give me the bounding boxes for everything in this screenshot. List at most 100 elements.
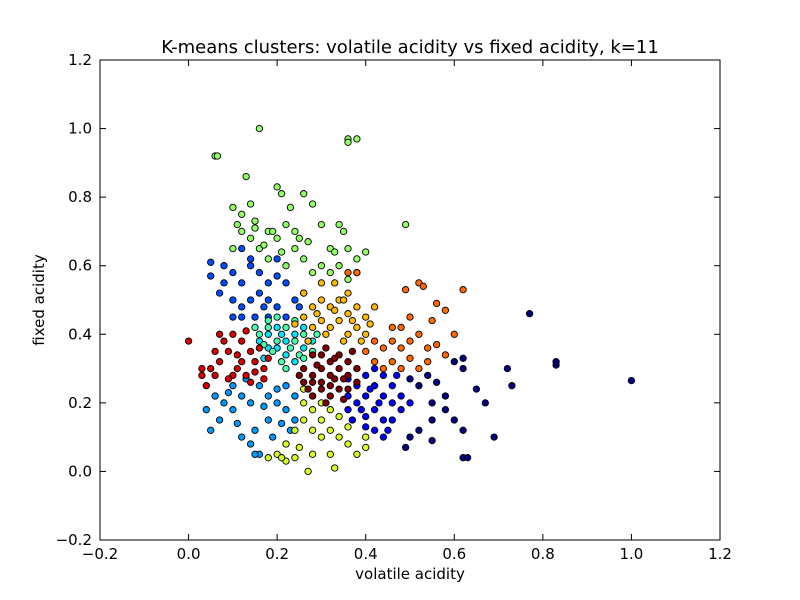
data-point-cluster-3-0 [202, 406, 210, 414]
data-point-cluster-9-23 [450, 330, 458, 338]
data-point-cluster-4-1 [264, 330, 272, 338]
data-point-cluster-6-37 [335, 262, 343, 270]
data-point-cluster-7-1 [308, 406, 317, 414]
data-point-cluster-7-15 [326, 450, 334, 458]
data-point-cluster-6-11 [238, 210, 246, 218]
data-point-cluster-4-3 [282, 337, 290, 345]
data-point-cluster-12-21 [331, 375, 339, 383]
data-point-cluster-11-9 [246, 347, 255, 356]
data-point-cluster-2-16 [220, 279, 228, 287]
data-point-cluster-6-48 [233, 220, 241, 229]
data-point-cluster-11-0 [184, 337, 193, 345]
data-point-cluster-1-27 [375, 399, 383, 407]
data-point-cluster-7-21 [335, 412, 343, 421]
data-point-cluster-1-3 [362, 392, 370, 400]
data-point-cluster-6-18 [308, 200, 317, 208]
data-point-cluster-5-1 [264, 323, 272, 332]
data-point-cluster-11-18 [211, 371, 219, 380]
data-point-cluster-0-9 [472, 385, 481, 393]
x-tick-label: 1.0 [619, 545, 643, 563]
data-point-cluster-6-13 [251, 217, 259, 225]
data-point-cluster-1-6 [362, 412, 370, 421]
x-tick-label: 0.0 [177, 545, 201, 563]
data-point-cluster-0-27 [401, 443, 410, 452]
data-point-cluster-5-3 [282, 323, 290, 332]
data-point-cluster-3-27 [224, 388, 233, 397]
data-point-cluster-8-14 [362, 330, 370, 338]
data-point-cluster-11-4 [224, 347, 233, 356]
data-point-cluster-1-25 [357, 406, 365, 414]
data-point-cluster-6-24 [353, 255, 361, 263]
data-point-cluster-0-2 [424, 371, 432, 380]
data-point-cluster-5-4 [291, 337, 299, 345]
points-layer [184, 124, 636, 476]
data-point-cluster-6-42 [277, 248, 286, 256]
data-point-cluster-12-26 [295, 371, 303, 380]
data-point-cluster-5-7 [269, 347, 277, 356]
data-point-cluster-3-10 [291, 416, 299, 424]
data-point-cluster-8-17 [291, 320, 299, 328]
data-point-cluster-3-25 [260, 402, 268, 410]
data-point-cluster-3-23 [269, 433, 277, 441]
data-point-cluster-2-0 [207, 258, 215, 266]
data-point-cluster-6-4 [273, 183, 281, 191]
data-point-cluster-5-14 [273, 313, 281, 321]
data-point-cluster-1-14 [379, 416, 388, 424]
data-point-cluster-12-4 [335, 364, 343, 373]
data-point-cluster-7-8 [300, 416, 308, 424]
data-point-cluster-11-17 [246, 378, 255, 386]
data-point-cluster-1-23 [406, 399, 414, 407]
data-point-cluster-8-0 [300, 289, 308, 297]
data-point-cluster-2-5 [255, 268, 264, 277]
data-point-cluster-2-20 [251, 313, 259, 321]
data-point-cluster-7-20 [344, 423, 352, 431]
data-point-cluster-2-8 [282, 279, 290, 287]
data-point-cluster-2-14 [238, 303, 246, 311]
data-point-cluster-1-1 [362, 371, 370, 380]
data-point-cluster-3-29 [233, 419, 241, 428]
data-point-cluster-2-13 [246, 296, 255, 304]
data-point-cluster-4-4 [291, 330, 299, 338]
data-point-cluster-11-10 [238, 337, 246, 345]
data-point-cluster-6-25 [362, 248, 370, 256]
data-point-cluster-2-26 [273, 255, 281, 263]
data-point-cluster-11-25 [251, 368, 259, 376]
data-point-cluster-0-22 [508, 382, 516, 390]
data-point-cluster-6-26 [401, 220, 410, 229]
data-point-cluster-5-11 [277, 358, 286, 366]
data-point-cluster-8-23 [357, 337, 365, 345]
data-point-cluster-12-31 [339, 375, 348, 383]
data-point-cluster-0-14 [428, 416, 436, 424]
data-point-cluster-2-3 [238, 279, 246, 287]
data-point-cluster-9-28 [406, 337, 414, 345]
data-point-cluster-0-5 [441, 392, 450, 400]
data-point-cluster-3-18 [229, 406, 237, 414]
data-point-cluster-6-19 [317, 220, 326, 229]
data-point-cluster-7-28 [264, 454, 272, 462]
data-point-cluster-5-10 [251, 323, 259, 332]
data-point-cluster-2-23 [295, 303, 303, 311]
data-point-cluster-11-3 [215, 358, 224, 366]
data-point-cluster-3-4 [238, 392, 246, 400]
data-point-cluster-0-13 [441, 406, 450, 414]
data-point-cluster-6-43 [295, 234, 303, 242]
data-point-cluster-0-1 [415, 382, 423, 390]
y-axis-label: fixed acidity [30, 254, 48, 346]
y-tick-label: 0.6 [68, 257, 92, 275]
data-point-cluster-3-14 [246, 440, 255, 448]
data-point-cluster-9-8 [428, 316, 436, 325]
data-point-cluster-8-29 [339, 296, 348, 304]
ticks-layer: −0.2 0.0 0.2 0.4 0.6 0.8 1.0 1.2 −0.2 0.0 0.2 0.4 0.… [56, 51, 732, 563]
data-point-cluster-9-19 [415, 364, 423, 373]
data-point-cluster-9-27 [397, 364, 405, 373]
data-point-cluster-9-9 [415, 330, 423, 338]
data-point-cluster-9-17 [397, 344, 405, 352]
data-point-cluster-3-2 [220, 399, 228, 407]
data-point-cluster-6-41 [260, 241, 268, 249]
data-point-cluster-1-10 [379, 371, 388, 380]
data-point-cluster-12-12 [308, 351, 317, 359]
data-point-cluster-11-20 [224, 375, 233, 383]
data-point-cluster-6-38 [344, 275, 352, 284]
data-point-cluster-12-17 [353, 364, 361, 373]
data-point-cluster-0-8 [459, 354, 467, 362]
